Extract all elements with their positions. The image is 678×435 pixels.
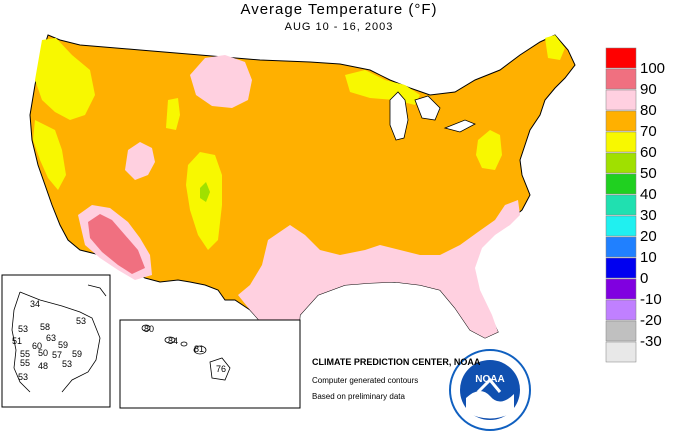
alaska-inset-frame	[1, 274, 111, 408]
legend-value-label: 0	[640, 270, 649, 287]
alaska-outline	[11, 284, 107, 393]
alaska-label: 57	[52, 350, 62, 360]
idaho-yellow-region	[166, 98, 180, 130]
legend-swatch	[605, 68, 637, 90]
legend-value-label: 80	[640, 102, 657, 119]
legend-value-label: 20	[640, 228, 657, 245]
alaska-label: 53	[18, 372, 28, 382]
alaska-label: 60	[32, 341, 42, 351]
alaska-label: 53	[76, 316, 86, 326]
legend-color-bars	[605, 47, 637, 363]
appalachian-yellow-region	[476, 130, 502, 170]
legend-value-label: 60	[640, 144, 657, 161]
alaska-label: 50	[38, 348, 48, 358]
legend-value-label: 50	[640, 165, 657, 182]
hawaii-value-labels: 80 84 81 76	[144, 324, 226, 374]
great-basin-pink-region	[125, 142, 155, 180]
alaska-label: 63	[46, 333, 56, 343]
credit-line-2: Computer generated contours	[312, 376, 419, 385]
alaska-label: 34	[30, 299, 40, 309]
map-title: Average Temperature (°F)	[240, 1, 438, 18]
legend-value-label: -10	[640, 291, 662, 308]
desert-hot-region	[88, 214, 145, 274]
legend-value-label: 100	[640, 60, 666, 77]
alaska-label: 51	[12, 336, 22, 346]
hawaii-label: 81	[194, 344, 204, 354]
legend-value-label: 40	[640, 186, 657, 203]
alaska-label: 59	[58, 340, 68, 350]
alaska-label: 48	[38, 361, 48, 371]
pacific-northwest-yellow-region	[35, 38, 95, 120]
rockies-cool-spot	[200, 182, 210, 202]
legend-swatch	[605, 341, 637, 363]
legend-swatch	[605, 131, 637, 153]
map-date-range: AUG 10 - 16, 2003	[284, 21, 394, 33]
legend-value-label: -20	[640, 312, 662, 329]
hawaii-label: 76	[216, 364, 226, 374]
alaska-value-labels: 34 53 58 53 63 51 60 59 55 50 57 59 48 5…	[12, 299, 86, 382]
hawaii-islands	[141, 324, 231, 381]
legend-value-label: 30	[640, 207, 657, 224]
legend-swatch	[605, 299, 637, 321]
legend-value-label: 90	[640, 81, 657, 98]
noaa-logo-text: NOAA	[475, 374, 504, 385]
alaska-label: 55	[20, 349, 30, 359]
credit-line-3: Based on preliminary data	[312, 392, 405, 401]
legend-swatch	[605, 110, 637, 132]
noaa-logo: NOAA	[449, 349, 531, 431]
legend-value-label: -30	[640, 333, 662, 350]
legend-swatch	[605, 194, 637, 216]
hawaii-label: 84	[168, 336, 178, 346]
hawaii-label: 80	[144, 324, 154, 334]
legend-value-label: 10	[640, 249, 657, 266]
alaska-label: 55	[20, 358, 30, 368]
alaska-label: 53	[62, 359, 72, 369]
legend-swatch	[605, 320, 637, 342]
legend-swatch	[605, 47, 637, 69]
alaska-label: 53	[18, 324, 28, 334]
legend-swatch	[605, 236, 637, 258]
legend-swatch	[605, 152, 637, 174]
legend-swatch	[605, 215, 637, 237]
credit-line-1: CLIMATE PREDICTION CENTER, NOAA	[312, 357, 481, 367]
lake-huron	[414, 95, 441, 121]
legend-swatch	[605, 89, 637, 111]
alaska-label: 59	[72, 349, 82, 359]
lake-michigan	[389, 91, 409, 141]
legend-value-label: 70	[640, 123, 657, 140]
legend-swatch	[605, 257, 637, 279]
lake-erie	[443, 119, 476, 133]
legend-swatch	[605, 278, 637, 300]
rockies-yellow-region	[186, 152, 222, 250]
north-plains-pink-region	[190, 55, 252, 108]
southeast-pink-region	[238, 200, 520, 345]
alaska-label: 58	[40, 322, 50, 332]
legend-swatch	[605, 173, 637, 195]
california-coast-yellow-region	[33, 120, 66, 190]
new-england-yellow-region	[545, 35, 565, 60]
